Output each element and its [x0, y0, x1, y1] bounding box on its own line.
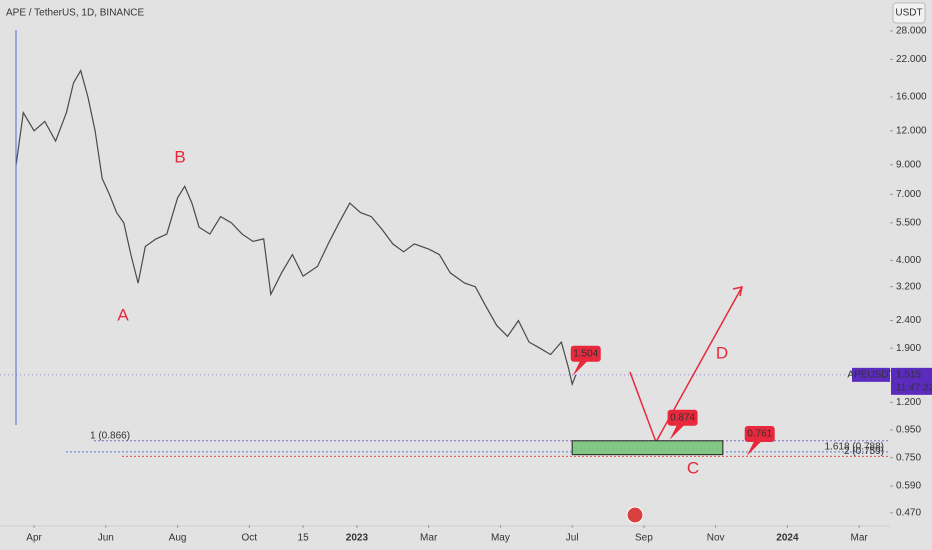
callout-label: 0.874	[670, 412, 695, 423]
y-tick-label: 0.470	[896, 507, 921, 518]
wave-label: C	[687, 458, 699, 477]
callout: 0.761	[744, 426, 775, 457]
y-tick-label: 9.000	[896, 159, 921, 170]
y-tick-label: 22.000	[896, 54, 927, 65]
fib-label: 1.618 (0.788)	[825, 442, 885, 453]
y-tick-label: 4.000	[896, 255, 921, 266]
callout-box	[744, 426, 775, 443]
x-tick-label: Mar	[420, 533, 438, 544]
price-axis-bg	[890, 0, 932, 550]
price-line	[15, 69, 577, 387]
wave-label: A	[117, 305, 129, 324]
wave-label: D	[716, 343, 728, 362]
x-tick-label: Aug	[169, 533, 187, 544]
callout-box	[667, 409, 698, 426]
countdown: 11:47:22	[896, 382, 932, 393]
y-tick-label: 12.000	[896, 125, 927, 136]
x-tick-label: Oct	[242, 533, 258, 544]
callout-label: 1.504	[573, 348, 598, 359]
x-tick-label: Jun	[98, 533, 114, 544]
x-tick-label: 15	[298, 533, 310, 544]
price-tag	[891, 367, 932, 395]
y-tick-label: 7.000	[896, 189, 921, 200]
x-tick-label: Jul	[566, 533, 579, 544]
callout: 0.874	[667, 409, 698, 440]
y-tick-label: 3.200	[896, 281, 921, 292]
fib-label: 1 (0.866)	[90, 430, 130, 441]
x-tick-label: Sep	[635, 533, 653, 544]
symbol-name: APEUSDT	[847, 369, 894, 380]
currency: USDT	[895, 8, 922, 19]
callout: 1.504	[570, 345, 601, 376]
y-tick-label: 28.000	[896, 26, 927, 37]
y-tick-label: 0.950	[896, 425, 921, 436]
callout-tail	[746, 440, 763, 457]
wave-label: B	[174, 147, 185, 166]
fib-label: 2 (0.759)	[844, 446, 884, 457]
arrow-head	[732, 286, 743, 297]
event-flag[interactable]	[626, 506, 644, 524]
x-tick-label: Apr	[26, 533, 42, 544]
x-tick-label: Mar	[851, 533, 869, 544]
y-tick-label: 16.000	[896, 92, 927, 103]
y-tick-label: 5.500	[896, 217, 921, 228]
callout-box	[570, 345, 601, 362]
symbol-tag	[852, 367, 890, 382]
y-tick-label: 2.400	[896, 315, 921, 326]
target-zone	[571, 440, 724, 456]
currency-button[interactable]	[892, 2, 926, 24]
x-tick-label: May	[491, 533, 510, 544]
x-tick-label: 2024	[776, 533, 799, 544]
chart-title: APE / TetherUS, 1D, BINANCE	[6, 8, 145, 19]
x-tick-label: 2023	[346, 533, 369, 544]
y-tick-label: 0.750	[896, 452, 921, 463]
y-tick-label: 0.590	[896, 481, 921, 492]
y-tick-label: 1.900	[896, 343, 921, 354]
x-tick-label: Nov	[707, 533, 725, 544]
callout-tail	[669, 423, 686, 440]
callout-label: 0.761	[747, 429, 772, 440]
y-tick-label: 1.200	[896, 397, 921, 408]
callout-tail	[572, 359, 589, 376]
last-price: 1.515	[896, 369, 921, 380]
